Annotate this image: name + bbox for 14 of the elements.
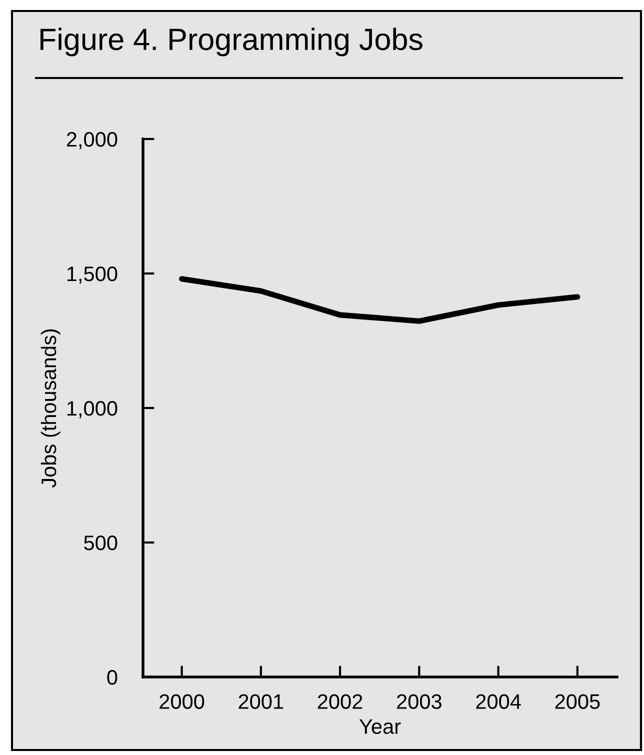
y-tick-label: 1,500: [67, 266, 118, 284]
y-tick-label: 2,000: [66, 132, 118, 150]
x-tick-label: 2002: [318, 694, 362, 709]
x-tick-label: 2000: [160, 694, 204, 709]
y-tick-label: 0: [107, 670, 118, 685]
x-tick-label: 2003: [397, 694, 442, 709]
x-tick-label: 2001: [238, 694, 284, 709]
y-tick-label: 500: [84, 536, 118, 550]
x-tick-label: 2004: [476, 694, 521, 709]
x-axis-title: Year: [359, 719, 401, 734]
y-tick-label: 1,000: [67, 401, 118, 418]
chart-title: Figure 4. Programming Jobs: [40, 28, 422, 56]
x-tick-label: 2005: [555, 694, 600, 709]
y-axis-title: Jobs (thousands): [40, 329, 60, 488]
